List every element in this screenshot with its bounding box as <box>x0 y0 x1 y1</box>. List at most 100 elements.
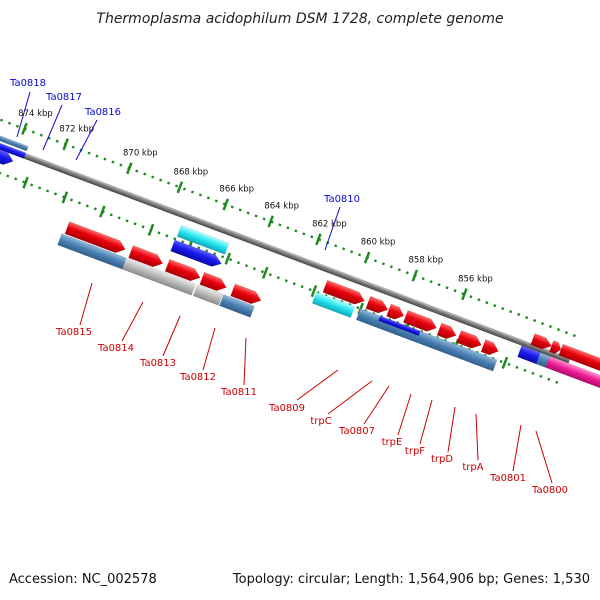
kbp-tick <box>176 181 184 194</box>
kbp-tick <box>62 138 69 151</box>
kbp-tick <box>21 122 28 135</box>
gene-label-leader <box>162 315 181 357</box>
gene-arrow-red <box>365 295 389 314</box>
lower-ruler-dots <box>0 171 559 384</box>
gene-block-blue <box>0 137 27 159</box>
upper-ruler-dots <box>0 118 576 338</box>
gene-block-cyan <box>176 224 230 255</box>
gene-arrow-red <box>64 221 126 254</box>
gene-block-blue <box>378 315 421 337</box>
kbp-label: 870 kbp <box>123 148 158 158</box>
gene-label: Ta0809 <box>268 403 305 414</box>
gene-block-magenta <box>545 355 600 389</box>
kbp-tick <box>461 288 468 301</box>
kbp-label: 862 kbp <box>312 219 347 229</box>
kbp-tick-lower <box>99 205 106 218</box>
gene-arrow-red <box>386 303 405 320</box>
kbp-scale-labels: 874 kbp 872 kbp 870 kbp 868 kbp 866 kbp 864 k… <box>18 109 493 301</box>
kbp-tick-lower <box>224 252 232 265</box>
kbp-label: 864 kbp <box>264 201 299 211</box>
kbp-tick-lower <box>22 176 29 189</box>
kbp-ruler: 874 kbp 872 kbp 870 kbp 868 kbp 866 kbp 864 k… <box>0 109 576 384</box>
gene-arrow-red <box>558 343 600 372</box>
kbp-tick <box>222 198 230 211</box>
gene-arrow-blue <box>0 137 14 165</box>
kbp-tick <box>267 215 274 228</box>
kbp-tick <box>315 233 322 246</box>
kbp-label: 860 kbp <box>361 238 396 248</box>
gene-label: trpC <box>310 416 331 427</box>
kbp-label: 866 kbp <box>219 185 254 195</box>
gene-label: Ta0810 <box>323 194 360 205</box>
gene-arrow-red <box>530 333 552 350</box>
gene-block-gray <box>192 284 224 306</box>
gene-label: Ta0800 <box>531 485 568 496</box>
genome-backbone <box>0 125 571 364</box>
gene-label: trpF <box>405 446 425 457</box>
gene-arrow-red <box>402 310 437 332</box>
kbp-tick <box>363 251 371 264</box>
gene-arrow-red <box>480 339 499 356</box>
kbp-tick-lower <box>310 285 318 298</box>
accession-text: Accession: NC_002578 <box>9 572 157 587</box>
gene-label: trpA <box>462 462 483 473</box>
gene-label: trpE <box>382 437 403 448</box>
kbp-tick <box>126 162 133 175</box>
gene-arrow-blue <box>170 239 222 267</box>
kbp-label: 856 kbp <box>458 274 493 284</box>
gene-label-leader <box>324 206 341 251</box>
kbp-tick <box>411 269 419 282</box>
gene-arrow-red <box>549 340 562 354</box>
kbp-label: 858 kbp <box>409 256 444 266</box>
gene-block-cyan <box>311 291 356 319</box>
gene-label-leader <box>419 399 433 445</box>
gene-label-leader <box>447 406 456 453</box>
gene-arrow-red <box>128 245 164 268</box>
map-title: Thermoplasma acidophilum DSM 1728, compl… <box>96 11 503 27</box>
gene-label: Ta0817 <box>45 92 82 103</box>
gene-label-leader <box>75 119 98 161</box>
gene-arrow-red <box>436 322 457 339</box>
kbp-tick-lower <box>61 191 69 204</box>
gene-block-slate <box>0 130 29 152</box>
gene-label-leader <box>475 413 479 461</box>
gene-label: trpD <box>431 454 453 465</box>
gene-label: Ta0814 <box>97 343 134 354</box>
gene-label: Ta0812 <box>179 372 216 383</box>
gene-label-leader <box>79 282 93 326</box>
gene-label-leader <box>512 424 522 472</box>
gene-label-leader <box>16 91 31 138</box>
gene-arrow-red <box>230 283 262 305</box>
gene-label: Ta0816 <box>84 107 121 118</box>
gene-label: Ta0815 <box>55 327 92 338</box>
gene-block-slate <box>219 294 255 318</box>
gene-arrow-red <box>164 258 201 282</box>
gene-arrow-red <box>199 271 227 292</box>
gene-arrow-red <box>456 330 482 349</box>
gene-label-leader <box>202 327 216 371</box>
kbp-tick-lower <box>501 356 509 369</box>
gene-label: Ta0807 <box>338 426 375 437</box>
topology-text: Topology: circular; Length: 1,564,906 bp… <box>232 572 590 587</box>
gene-label-leader <box>535 430 553 484</box>
gene-label: Ta0818 <box>9 78 46 89</box>
gene-label: Ta0811 <box>220 387 257 398</box>
gene-label-leader <box>42 104 63 151</box>
kbp-label: 868 kbp <box>174 167 209 177</box>
gene-block-gray <box>121 257 196 296</box>
gene-track <box>0 130 600 389</box>
gene-label-leader <box>327 380 373 415</box>
gene-label-leader <box>397 393 412 436</box>
kbp-label: 872 kbp <box>59 124 94 134</box>
gene-arrow-red <box>322 279 365 305</box>
gene-label-leader <box>121 301 144 342</box>
gene-label-leader <box>363 385 390 425</box>
gene-label: Ta0813 <box>139 358 176 369</box>
gene-label-leader <box>296 369 339 401</box>
kbp-tick-lower <box>261 266 269 279</box>
gene-label-leader <box>243 337 247 386</box>
kbp-label: 874 kbp <box>18 109 53 119</box>
gene-label: Ta0801 <box>489 473 526 484</box>
